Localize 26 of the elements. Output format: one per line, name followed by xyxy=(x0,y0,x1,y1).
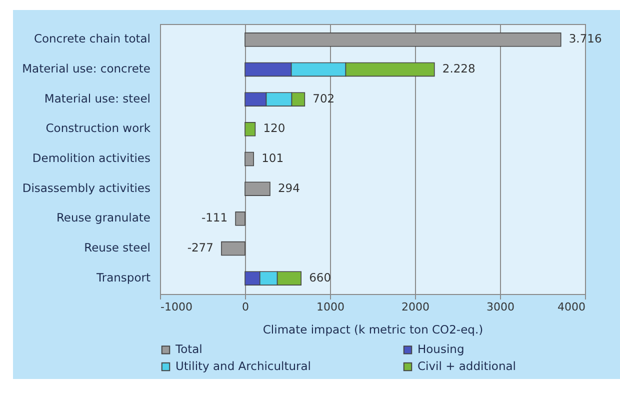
y-tick-label: Demolition activities xyxy=(32,151,151,165)
y-tick-label: Reuse steel xyxy=(84,240,150,255)
legend-label: Civil + additional xyxy=(418,358,516,373)
x-tick-label: 1000 xyxy=(316,300,344,314)
x-axis-title: Climate impact (k metric ton CO2-eq.) xyxy=(262,322,484,336)
total-label: -277 xyxy=(187,240,214,255)
total-label: 101 xyxy=(262,151,284,165)
y-tick-label: Disassembly activities xyxy=(22,180,151,195)
y-tick-label: Concrete chain total xyxy=(34,32,150,46)
y-tick-label: Material use: concrete xyxy=(22,61,150,76)
legend-label: Housing xyxy=(418,342,464,356)
legend-label: Utility and Archicultural xyxy=(176,358,311,373)
x-tick-label: 3000 xyxy=(486,300,514,314)
legend-label: Total xyxy=(174,342,202,356)
y-tick-label: Reuse granulate xyxy=(56,210,150,225)
x-tick-label: -1000 xyxy=(160,300,192,314)
total-label: 120 xyxy=(263,121,286,136)
total-label: 294 xyxy=(278,180,300,195)
x-tick-label: 4000 xyxy=(558,300,586,314)
y-tick-label: Material use: steel xyxy=(44,91,150,106)
total-label: -111 xyxy=(201,210,228,225)
x-tick-label: 2000 xyxy=(402,300,430,314)
total-label: 2.228 xyxy=(442,61,476,76)
y-tick-label: Construction work xyxy=(46,121,151,136)
x-tick-label: 0 xyxy=(242,300,249,314)
y-tick-label: Transport xyxy=(96,270,151,284)
